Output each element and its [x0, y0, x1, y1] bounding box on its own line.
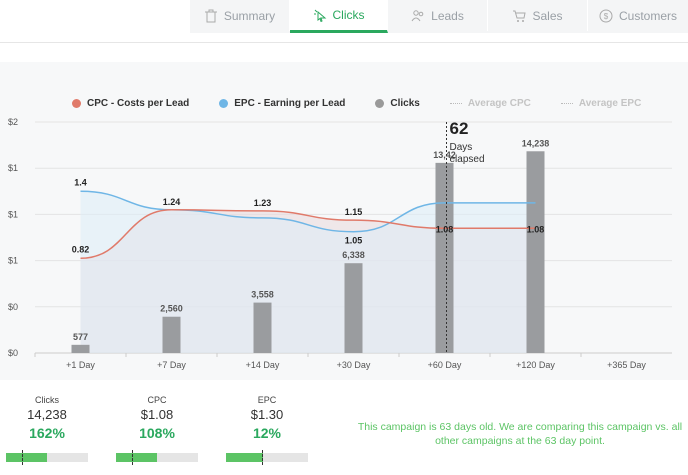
tab-label: Sales — [532, 8, 563, 23]
tab-leads[interactable]: Leads — [388, 0, 488, 31]
stat-label: EPC — [257, 395, 277, 405]
cpc-data-label: 1.23 — [254, 198, 272, 208]
clicks-data-label: 13,42 — [433, 150, 456, 160]
legend-item-epc[interactable]: EPC - Earning per Lead — [219, 98, 345, 109]
x-tick-label: +120 Day — [516, 360, 555, 370]
clicks-bar — [526, 151, 545, 353]
x-tick-label: +365 Day — [607, 360, 646, 370]
x-tick-label: +30 Day — [337, 360, 371, 370]
stat-label: CPC — [147, 395, 167, 405]
days-elapsed-label: Days — [450, 142, 473, 153]
legend-label: CPC - Costs per Lead — [87, 98, 190, 109]
legend-swatch — [449, 103, 462, 104]
clicks-bar — [344, 263, 363, 353]
tab-label: Summary — [223, 8, 276, 23]
epc-area — [80, 191, 536, 353]
tab-label: Clicks — [332, 8, 365, 22]
legend-label: Average EPC — [578, 98, 642, 109]
tab-bar: Summary Clicks Leads Sales $ Customers — [190, 0, 688, 33]
y-tick-label: $1 — [8, 209, 18, 219]
legend-label: Average CPC — [467, 98, 531, 109]
stat-label: Clicks — [35, 395, 59, 405]
y-tick-label: $0 — [8, 302, 18, 312]
epc-data-label: 1.4 — [74, 177, 87, 187]
legend-label: Clicks — [390, 98, 420, 109]
stat-percent: 108% — [139, 425, 175, 441]
y-tick-label: $0 — [8, 348, 18, 358]
tab-customers[interactable]: $ Customers — [588, 0, 688, 31]
stat-value: $1.08 — [140, 407, 174, 422]
progress-bar-epc — [226, 450, 308, 465]
clicks-data-label: 2,560 — [160, 304, 183, 314]
users-icon — [411, 9, 424, 21]
x-tick-label: +1 Day — [66, 360, 95, 370]
clicks-bar — [71, 344, 90, 353]
stat-percent: 162% — [29, 425, 65, 441]
clicks-bar — [162, 316, 181, 353]
svg-text:$: $ — [604, 12, 609, 21]
campaign-note: This campaign is 63 days old. We are com… — [357, 421, 683, 447]
y-tick-label: $2 — [8, 117, 18, 127]
epc-line — [80, 190, 536, 233]
cpc-data-label: 1.08 — [436, 224, 454, 234]
y-tick-label: $1 — [8, 163, 18, 173]
cpc-line — [80, 209, 536, 260]
clicks-chart: $2 $1 $1 $1 $0 $0 +1 Day +7 Day +14 Day +30 Day +6… — [8, 117, 672, 370]
y-tick-label: $1 — [8, 256, 18, 266]
epc-data-label: 1.05 — [345, 236, 363, 246]
cpc-data-label: 1.24 — [163, 197, 181, 207]
stat-epc: EPC $1.30 12% — [220, 395, 314, 441]
stat-percent: 12% — [252, 425, 282, 441]
days-elapsed-value: 62 — [450, 119, 469, 138]
legend-item-avg-epc[interactable]: Average EPC — [560, 98, 642, 109]
tab-label: Customers — [618, 8, 677, 23]
clicks-data-label: 6,338 — [342, 250, 365, 260]
legend-swatch — [560, 103, 573, 104]
stat-clicks: Clicks 14,238 162% — [0, 395, 94, 441]
progress-marker — [262, 450, 263, 465]
stat-value: $1.30 — [250, 407, 284, 422]
legend-swatch — [219, 99, 229, 108]
progress-fill — [226, 453, 263, 462]
cpc-data-label: 1.15 — [345, 207, 363, 217]
legend-item-cpc[interactable]: CPC - Costs per Lead — [72, 98, 189, 109]
x-tick-label: +14 Day — [246, 360, 280, 370]
legend-label: EPC - Earning per Lead — [234, 98, 346, 109]
x-tick-label: +7 Day — [157, 360, 186, 370]
divider — [0, 42, 688, 43]
legend-item-clicks[interactable]: Clicks — [375, 98, 420, 109]
clicks-data-label: 3,558 — [251, 290, 274, 300]
cpc-data-label: 1.08 — [527, 224, 545, 234]
legend-item-avg-cpc[interactable]: Average CPC — [449, 98, 531, 109]
progress-marker — [132, 450, 133, 465]
clicks-data-label: 577 — [73, 332, 88, 342]
cursor-click-icon — [313, 9, 326, 22]
trash-icon — [204, 9, 217, 22]
progress-bar-cpc — [116, 450, 198, 465]
stat-cpc: CPC $1.08 108% — [110, 395, 204, 441]
clicks-data-label: 14,238 — [522, 138, 550, 148]
legend-swatch — [375, 99, 385, 108]
clicks-bar — [253, 302, 272, 353]
tab-summary[interactable]: Summary — [190, 0, 290, 31]
tab-label: Leads — [431, 8, 464, 23]
progress-marker — [22, 450, 23, 465]
stat-value: 14,238 — [27, 407, 67, 422]
tab-clicks[interactable]: Clicks — [290, 0, 388, 33]
progress-bar-clicks — [6, 450, 88, 465]
chart-legend: CPC - Costs per Lead EPC - Earning per L… — [72, 98, 671, 109]
days-elapsed-label: elapsed — [450, 154, 485, 165]
legend-swatch — [72, 99, 81, 108]
cpc-data-label: 0.82 — [72, 244, 90, 254]
progress-fill — [116, 453, 157, 462]
clicks-bar — [435, 162, 454, 353]
cart-icon — [513, 10, 527, 22]
tab-sales[interactable]: Sales — [488, 0, 588, 31]
dollar-circle-icon: $ — [599, 9, 613, 22]
progress-fill — [6, 453, 47, 462]
x-tick-label: +60 Day — [428, 360, 462, 370]
